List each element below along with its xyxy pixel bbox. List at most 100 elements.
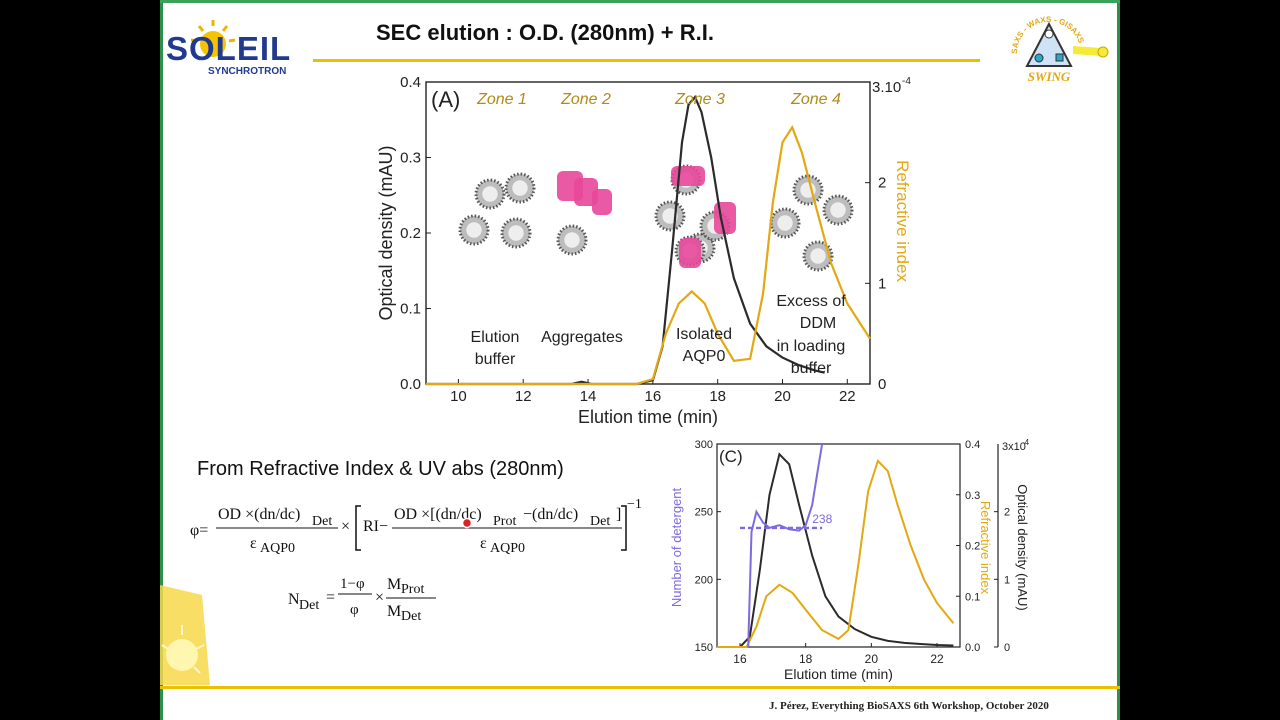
figure-a-zone-label: Zone 4 [790,91,841,108]
figure-c-y2-tick-label: 0 [1004,642,1010,654]
protein-icon [592,189,612,215]
bottom-rule [160,686,1120,689]
micelle-icon [504,172,536,204]
figure-a-y-tick-label: 0.2 [400,225,421,242]
eq-od-bracket: OD ×[(dn/dc) [394,506,482,523]
eq-ndet-sub: Det [299,598,319,613]
figure-c-y3-tick-label: 0.3 [965,490,980,502]
slide-title: SEC elution : O.D. (280nm) + R.I. [376,20,714,45]
figure-a-y-tick-label: 0.1 [400,301,421,318]
figure-a-y2-tick-label: 0 [878,376,886,393]
figure-a-y-tick-label: 0.0 [400,376,421,393]
micelle-icon [802,240,834,272]
figure-a-x-tick-label: 14 [580,388,597,405]
figure-c-y2-top-label: 3x10 [1002,441,1026,453]
micelle-core [830,202,846,218]
micelle-core [810,248,826,264]
figure-c-y2label: Refractive index [978,501,993,595]
figure-a-x-tick-label: 10 [450,388,467,405]
micelle-icon [822,194,854,226]
figure-a-annotation: buffer [791,360,832,377]
micelle-core [482,186,498,202]
eq-times-2: × [375,589,384,606]
slide-frame-top [160,0,1120,3]
micelle-core [466,222,482,238]
protein-icon [679,238,701,268]
micelle-core [508,225,524,241]
swing-logo: SAXS - WAXS - GISAXS SWING [1010,15,1109,84]
figure-a-annotation: in loading [777,338,846,355]
figure-a-ylabel: Optical density (mAU) [376,145,396,320]
figure-a-annotation: Aggregates [541,329,623,346]
figure-c-series-optical-density [717,452,954,648]
figure-c-x-tick-label: 16 [733,652,747,666]
micelle-icon [458,214,490,246]
micelle-icon [500,217,532,249]
figure-a-annotation: Excess of [776,293,846,310]
figure-c-y3label: Optical density (mAU) [1015,484,1030,610]
figure-a-x-tick-label: 16 [645,388,662,405]
figure-c-y2-tick-label: 1 [1004,574,1010,586]
sun-decoration-icon [160,585,210,685]
figure-a-x-tick-label: 12 [515,388,532,405]
figure-c-series-refractive-index [717,459,955,648]
figure-a-zone-label: Zone 3 [674,91,725,108]
equation-block: φ= OD ×(dn/dc) Det ε AQP0 × RI− OD ×[(dn… [190,497,642,624]
swing-logo-text: SWING [1028,69,1071,84]
soleil-logo [190,20,236,57]
protein-icon [714,202,736,234]
figure-a-annotation: buffer [475,351,516,368]
slide-frame-right [1117,0,1120,720]
micelle-core [564,232,580,248]
eq-phi-denominator: φ [350,602,359,618]
micelle-core [777,215,793,231]
eq-one-minus-phi: 1−φ [340,576,365,592]
figure-a-y2-top-exp: -4 [902,76,911,87]
figure-c-xlabel: Elution time (min) [784,666,893,682]
eq-exponent: −1 [627,497,642,512]
figure-a-y2label: Refractive index [893,160,912,282]
eq-det-sub-3: Det [401,609,421,624]
eq-mprot: M [387,576,401,593]
micelle-core [512,180,528,196]
slide-frame-left [160,0,163,720]
figure-a-annotation: Elution [471,329,520,346]
cursor-pointer-icon [461,517,473,529]
figure-c-y-tick-label: 250 [695,507,713,519]
figure-a-zone-label: Zone 2 [560,91,611,108]
eq-times-1: × [341,518,350,535]
figure-c-y-tick-label: 300 [695,439,713,451]
eq-prot-sub-2: Prot [401,582,424,597]
figure-a-panel-label: (A) [431,87,460,112]
eq-od-dn-dc: OD ×(dn/dc) [218,506,300,523]
figure-a-xlabel: Elution time (min) [578,407,718,427]
figure-c-y2-tick-label: 2 [1004,507,1010,519]
micelle-icon [556,224,588,256]
figure-a-x-tick-label: 20 [774,388,791,405]
micelle-icon [474,178,506,210]
eq-eps-2: ε [480,535,487,552]
figure-a-x-tick-label: 22 [839,388,856,405]
eq-det-sub-2: Det [590,514,610,529]
figure-c-chart: 16 18 20 22 150 200 250 300 0.0 0.1 0.2 0.3 0.4 0 1 2 3x… [669,438,1030,682]
soleil-logo-sub: SYNCHROTRON [208,66,287,77]
figure-a-x-tick-label: 18 [709,388,726,405]
eq-phi: φ= [190,522,208,539]
eq-eq-sign: = [326,589,335,606]
figure-c-x-tick-label: 22 [930,652,944,666]
figure-c-x-tick-label: 20 [865,652,879,666]
protein-icon [671,166,705,186]
eq-aqp0-sub: AQP0 [260,541,295,556]
figure-c-y3-tick-label: 0.4 [965,439,980,451]
figure-a-y2-tick-label: 1 [878,275,886,292]
soleil-logo-text: SOLEIL [166,30,292,67]
eq-prot-sub: Prot [493,514,516,529]
figure-c-annotation: 238 [812,512,832,526]
eq-eps: ε [250,535,257,552]
eq-ri: RI− [363,518,388,535]
eq-det-sub: Det [312,514,332,529]
eq-minus-dn-dc: −(dn/dc) [523,506,578,523]
figure-a-y-tick-label: 0.3 [400,150,421,167]
figure-a-annotation: Isolated [676,326,732,343]
